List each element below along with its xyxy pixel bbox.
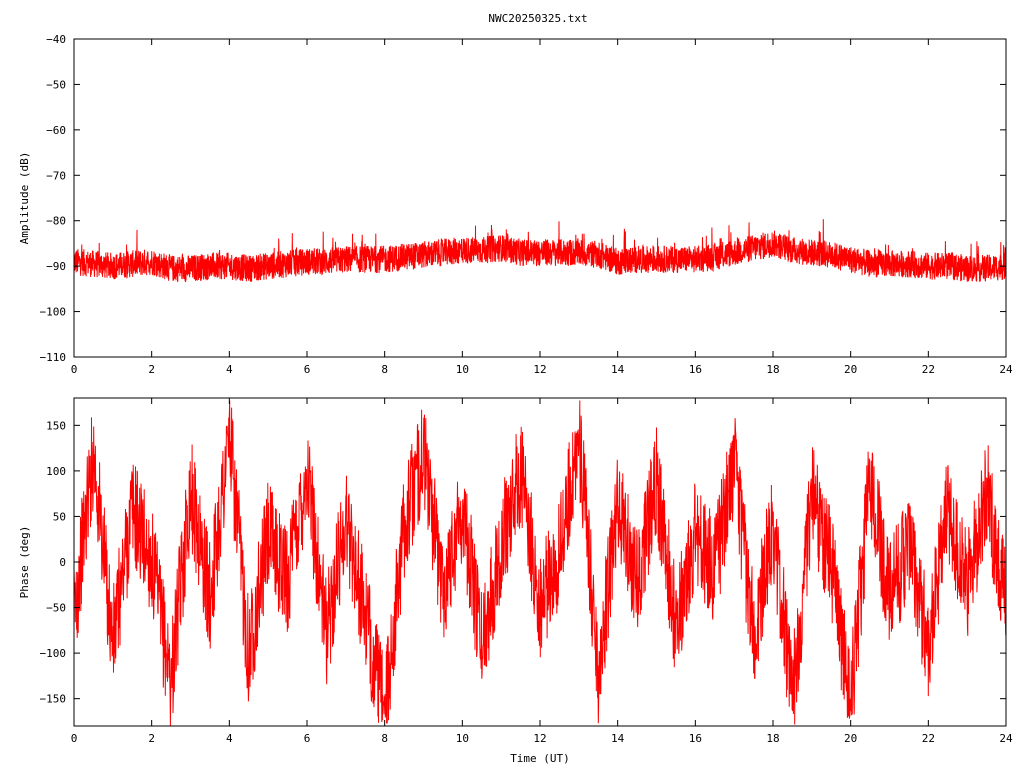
phase-ytick-label: −50 [46,602,66,615]
chart-title: NWC20250325.txt [488,12,587,25]
phase-ylabel: Phase (deg) [18,526,31,599]
amplitude-ytick-label: −100 [40,306,67,319]
phase-ytick-label: −150 [40,693,67,706]
phase-xtick-label: 16 [689,732,702,745]
amplitude-plot: 0 2 4 6 8 10 12 14 16 18 20 22 24−40−50−60−70−80−90−… [18,33,1013,376]
phase-xtick-label: 4 [226,732,233,745]
phase-xtick-label: 14 [611,732,625,745]
phase-xlabel: Time (UT) [510,752,570,765]
amplitude-xtick-label: 6 [304,363,311,376]
amplitude-series [73,219,1007,283]
phase-xtick-label: 0 [71,732,78,745]
amplitude-xtick-label: 4 [226,363,233,376]
phase-xtick-label: 18 [766,732,779,745]
phase-series-line [73,400,1007,726]
phase-ytick-label: −100 [40,647,67,660]
amplitude-xtick-label: 22 [922,363,935,376]
amplitude-ytick-label: −60 [46,124,66,137]
phase-xtick-label: 20 [844,732,857,745]
phase-xtick-label: 6 [304,732,311,745]
phase-xtick-label: 10 [456,732,469,745]
amplitude-xtick-label: 24 [999,363,1013,376]
amplitude-ytick-label: −50 [46,78,66,91]
phase-xtick-label: 12 [533,732,546,745]
amplitude-ytick-label: −80 [46,215,66,228]
amplitude-ticks: 0 2 4 6 8 10 12 14 16 18 20 22 24−40−50−60−70−80−90−… [40,33,1013,376]
amplitude-xtick-label: 0 [71,363,78,376]
phase-xtick-label: 8 [381,732,388,745]
phase-ytick-label: 0 [59,556,66,569]
phase-ytick-label: 50 [53,510,66,523]
amplitude-xtick-label: 20 [844,363,857,376]
amplitude-ylabel: Amplitude (dB) [18,152,31,245]
phase-ytick-label: 150 [46,419,66,432]
amplitude-plot-frame [73,38,1007,358]
phase-xtick-label: 2 [148,732,155,745]
amplitude-xtick-label: 18 [766,363,779,376]
amplitude-ytick-label: −90 [46,260,66,273]
amplitude-xtick-label: 16 [689,363,702,376]
amplitude-xtick-label: 10 [456,363,469,376]
phase-xtick-label: 22 [922,732,935,745]
amplitude-xtick-label: 12 [533,363,546,376]
amplitude-ytick-label: −40 [46,33,66,46]
amplitude-xtick-label: 8 [381,363,388,376]
amplitude-xtick-label: 2 [148,363,155,376]
phase-ytick-label: 100 [46,465,66,478]
amplitude-ytick-label: −110 [40,351,67,364]
phase-series [73,400,1007,726]
phase-plot: 0 2 4 6 8 10 12 14 16 18 20 22 24150100500−50−100−15… [18,397,1013,765]
amplitude-series-line [73,219,1007,283]
phase-xtick-label: 24 [999,732,1013,745]
amplitude-ytick-label: −70 [46,169,66,182]
amplitude-xtick-label: 14 [611,363,625,376]
phase-ticks: 0 2 4 6 8 10 12 14 16 18 20 22 24150100500−50−100−15… [40,398,1013,745]
